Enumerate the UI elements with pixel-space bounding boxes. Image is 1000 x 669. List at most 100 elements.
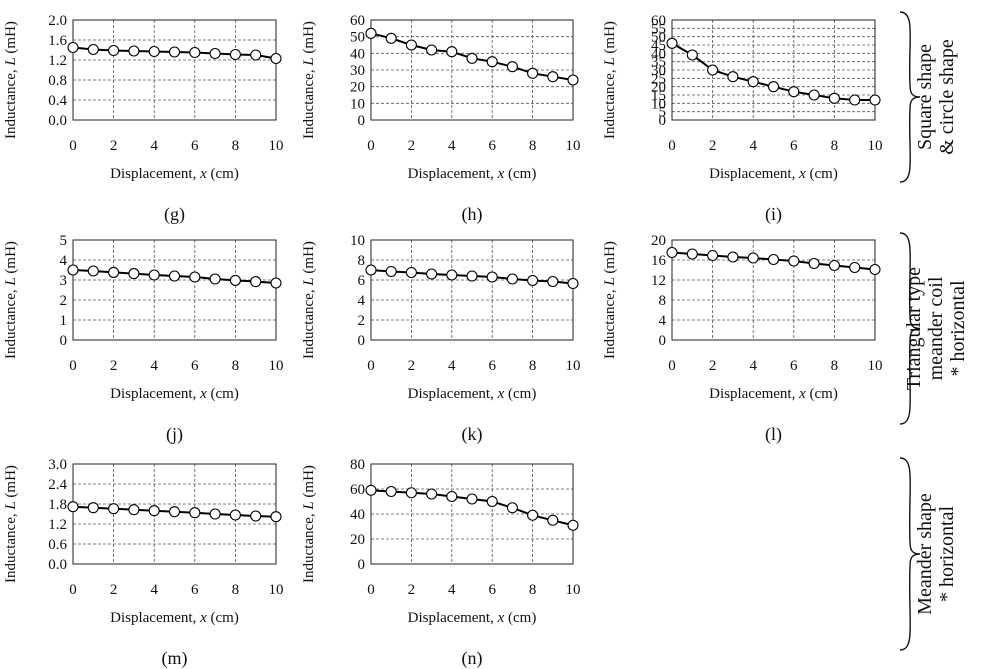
data-point xyxy=(250,49,262,61)
data-point xyxy=(808,89,820,101)
data-point xyxy=(250,510,262,522)
y-tick-label: 40 xyxy=(350,507,365,523)
data-point xyxy=(446,269,458,281)
y-tick-label: 0 xyxy=(358,333,366,349)
y-axis-label-prefix: Inductance, xyxy=(602,66,618,139)
y-tick-label: 80 xyxy=(350,457,365,473)
plot-area xyxy=(370,19,574,121)
y-axis-label-unit: (mH) xyxy=(602,241,618,277)
data-point xyxy=(426,44,438,56)
data-point xyxy=(666,37,678,49)
panel-caption: (k) xyxy=(462,424,483,445)
data-point xyxy=(466,493,478,505)
x-axis-label-var: x xyxy=(199,386,207,402)
y-tick-label: 1.2 xyxy=(48,53,67,69)
x-axis-label-unit: (cm) xyxy=(207,386,239,402)
data-point xyxy=(547,71,559,83)
x-tick-label: 2 xyxy=(110,582,118,598)
chart-panel: 0.0 0.4 0.8 1.2 1.6 2.0 0 2 4 6 8 10 Displacement, x… xyxy=(3,13,284,225)
y-axis-label-var: L xyxy=(602,57,618,66)
plot-area xyxy=(370,463,574,565)
y-tick-label: 2.4 xyxy=(48,477,67,493)
y-tick-label: 0.4 xyxy=(48,93,67,109)
x-tick-label: 10 xyxy=(868,138,883,154)
y-axis-label: Inductance, L (mH) xyxy=(301,465,317,583)
x-axis-label: Displacement, x (cm) xyxy=(110,386,239,402)
data-point xyxy=(567,277,579,290)
x-tick-label: 8 xyxy=(529,138,537,154)
data-point xyxy=(128,504,140,516)
data-point xyxy=(405,39,417,51)
chart-panel: 0 4 8 12 16 20 0 2 4 6 8 10 Displacement, x (cm) Indu… xyxy=(602,233,883,445)
data-point xyxy=(67,501,79,513)
data-point xyxy=(229,48,241,61)
data-point xyxy=(426,268,438,280)
plot-area xyxy=(671,19,876,121)
data-point xyxy=(747,252,759,264)
data-point xyxy=(788,86,800,98)
group-annotation: Square shape & circle shape xyxy=(899,11,958,183)
data-point xyxy=(567,74,579,86)
data-point xyxy=(486,271,498,283)
y-axis-label-unit: (mH) xyxy=(3,241,19,277)
y-axis-label: Inductance, L (mH) xyxy=(301,241,317,359)
x-axis-label-prefix: Displacement, xyxy=(408,166,498,182)
y-axis-label-prefix: Inductance, xyxy=(301,66,317,139)
y-axis-label-unit: (mH) xyxy=(602,21,618,57)
y-tick-label: 2 xyxy=(358,313,366,329)
y-axis-label-unit: (mH) xyxy=(3,465,19,501)
data-point xyxy=(385,32,397,44)
chart-panel: 0 1 2 3 4 5 0 2 4 6 8 10 Displacement, x (cm) Inducta… xyxy=(3,233,284,445)
x-tick-label: 4 xyxy=(448,582,456,598)
x-tick-label: 8 xyxy=(232,358,240,374)
data-point xyxy=(686,49,698,61)
x-tick-label: 8 xyxy=(529,358,537,374)
panel-caption: (l) xyxy=(765,424,782,445)
data-point xyxy=(128,268,140,280)
x-axis-label-prefix: Displacement, xyxy=(408,610,498,626)
y-axis-label-unit: (mH) xyxy=(3,21,19,57)
x-tick-label: 0 xyxy=(69,138,77,154)
y-axis-label: Inductance, L (mH) xyxy=(602,241,618,359)
y-tick-label: 4 xyxy=(659,313,667,329)
x-axis-label-var: x xyxy=(199,166,207,182)
y-axis-label: Inductance, L (mH) xyxy=(602,21,618,139)
data-point xyxy=(727,251,739,263)
data-point xyxy=(148,269,160,281)
x-tick-label: 10 xyxy=(269,582,284,598)
x-tick-label: 4 xyxy=(749,138,757,154)
chart-panel: 0.0 0.6 1.2 1.8 2.4 3.0 0 2 4 6 8 10 Displacement, x… xyxy=(3,457,284,669)
x-tick-label: 2 xyxy=(709,358,717,374)
y-tick-label: 20 xyxy=(651,233,666,249)
y-tick-label: 55 xyxy=(651,21,666,37)
group-annotation: Triangular type meander coil * horizontal xyxy=(899,232,969,425)
data-point xyxy=(869,263,881,276)
x-axis-label-prefix: Displacement, xyxy=(408,386,498,402)
plot-area xyxy=(671,239,876,341)
data-point xyxy=(229,509,241,521)
panel-caption: (h) xyxy=(462,204,483,225)
x-axis-label-var: x xyxy=(798,386,806,402)
y-axis-label-var: L xyxy=(3,277,19,286)
data-point xyxy=(385,485,397,498)
data-point xyxy=(405,487,417,499)
data-point xyxy=(707,249,719,262)
y-tick-label: 0.6 xyxy=(48,537,67,553)
y-axis-label: Inductance, L (mH) xyxy=(3,465,19,583)
data-point xyxy=(67,264,79,276)
x-tick-label: 2 xyxy=(408,582,416,598)
x-tick-label: 8 xyxy=(529,582,537,598)
x-tick-label: 0 xyxy=(69,358,77,374)
curly-brace xyxy=(899,232,921,425)
panel-caption: (j) xyxy=(166,424,183,445)
x-tick-label: 6 xyxy=(790,138,798,154)
y-tick-label: 1.6 xyxy=(48,33,67,49)
y-axis-label-var: L xyxy=(301,501,317,510)
x-axis-label-prefix: Displacement, xyxy=(110,386,200,402)
x-tick-label: 10 xyxy=(566,582,581,598)
x-tick-label: 10 xyxy=(868,358,883,374)
y-axis-label: Inductance, L (mH) xyxy=(301,21,317,139)
plot-area xyxy=(370,239,574,341)
